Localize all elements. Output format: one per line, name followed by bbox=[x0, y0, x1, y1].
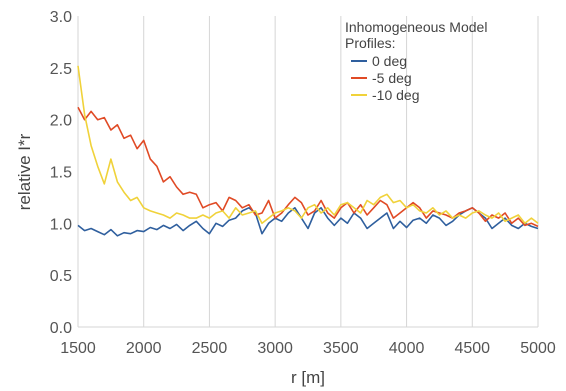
x-tick-label: 4000 bbox=[389, 340, 425, 357]
y-tick-label: 3.0 bbox=[50, 9, 72, 26]
series-line-1 bbox=[77, 106, 539, 228]
y-tick-label: 0.5 bbox=[50, 268, 72, 285]
y-tick-label: 2.5 bbox=[50, 61, 72, 78]
y-axis-ticks: 0.0 0.5 1.0 1.5 2.0 2.5 3.0 bbox=[50, 9, 72, 337]
x-tick-label: 2000 bbox=[126, 340, 162, 357]
y-axis-title: relative I*r bbox=[15, 133, 34, 210]
x-tick-label: 3500 bbox=[323, 340, 359, 357]
x-tick-label: 4500 bbox=[454, 340, 490, 357]
legend-entry-label: 0 deg bbox=[372, 53, 407, 69]
series-group bbox=[77, 65, 539, 237]
legend-title-line: Inhomogeneous Model bbox=[345, 19, 487, 35]
x-tick-label: 2500 bbox=[192, 340, 228, 357]
x-tick-label: 1500 bbox=[60, 340, 96, 357]
y-tick-label: 2.0 bbox=[50, 113, 72, 130]
y-tick-label: 1.5 bbox=[50, 165, 72, 182]
x-tick-label: 5000 bbox=[520, 340, 556, 357]
y-tick-label: 0.0 bbox=[50, 320, 72, 337]
legend-entry-label: -10 deg bbox=[372, 87, 419, 103]
grid bbox=[77, 16, 539, 328]
legend-entry-label: -5 deg bbox=[372, 70, 412, 86]
legend-title-line: Profiles: bbox=[345, 35, 396, 51]
y-tick-label: 1.0 bbox=[50, 216, 72, 233]
series-line-0 bbox=[77, 207, 539, 237]
series-line-2 bbox=[77, 65, 539, 225]
x-tick-label: 3000 bbox=[257, 340, 293, 357]
x-axis-ticks: 1500 2000 2500 3000 3500 4000 4500 5000 bbox=[60, 340, 556, 357]
x-axis-title: r [m] bbox=[291, 368, 325, 387]
